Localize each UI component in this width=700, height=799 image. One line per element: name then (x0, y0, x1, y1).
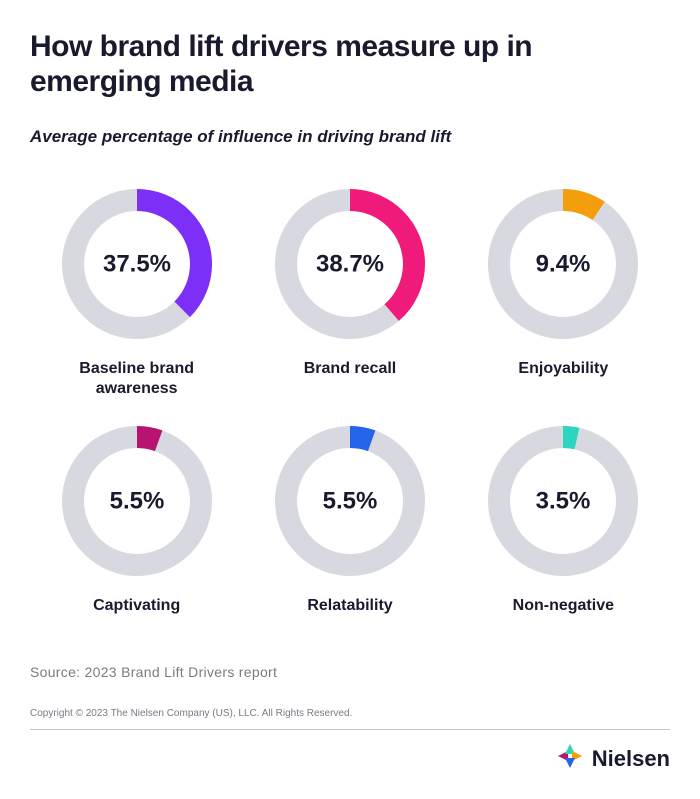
donut-label: Non-negative (513, 596, 614, 616)
donut-cell: 38.7% Brand recall (248, 187, 451, 399)
donut-chart: 9.4% (486, 187, 640, 341)
donut-label: Brand recall (304, 359, 396, 379)
donut-value: 37.5% (103, 251, 171, 278)
nielsen-logo-icon (556, 742, 584, 775)
donut-chart: 3.5% (486, 424, 640, 578)
donut-cell: 9.4% Enjoyability (462, 187, 665, 399)
donut-chart: 37.5% (60, 187, 214, 341)
donut-cell: 37.5% Baseline brand awareness (35, 187, 238, 399)
donut-value: 9.4% (536, 251, 591, 278)
page-title: How brand lift drivers measure up in eme… (30, 30, 670, 99)
donut-value: 5.5% (109, 488, 164, 515)
donut-label: Baseline brand awareness (52, 359, 222, 399)
donut-grid: 37.5% Baseline brand awareness 38.7% Brand … (30, 187, 670, 616)
donut-value: 38.7% (316, 251, 384, 278)
donut-chart: 38.7% (273, 187, 427, 341)
donut-cell: 5.5% Relatability (248, 424, 451, 616)
donut-label: Enjoyability (518, 359, 608, 379)
donut-label: Relatability (307, 596, 392, 616)
nielsen-logo-text: Nielsen (592, 746, 670, 772)
donut-value: 3.5% (536, 488, 591, 515)
donut-cell: 5.5% Captivating (35, 424, 238, 616)
footer-logo: Nielsen (30, 742, 670, 775)
page-subtitle: Average percentage of influence in drivi… (30, 127, 670, 147)
copyright-text: Copyright © 2023 The Nielsen Company (US… (30, 708, 670, 730)
donut-chart: 5.5% (273, 424, 427, 578)
donut-label: Captivating (93, 596, 180, 616)
donut-chart: 5.5% (60, 424, 214, 578)
source-text: Source: 2023 Brand Lift Drivers report (30, 664, 670, 680)
donut-cell: 3.5% Non-negative (462, 424, 665, 616)
donut-value: 5.5% (323, 488, 378, 515)
